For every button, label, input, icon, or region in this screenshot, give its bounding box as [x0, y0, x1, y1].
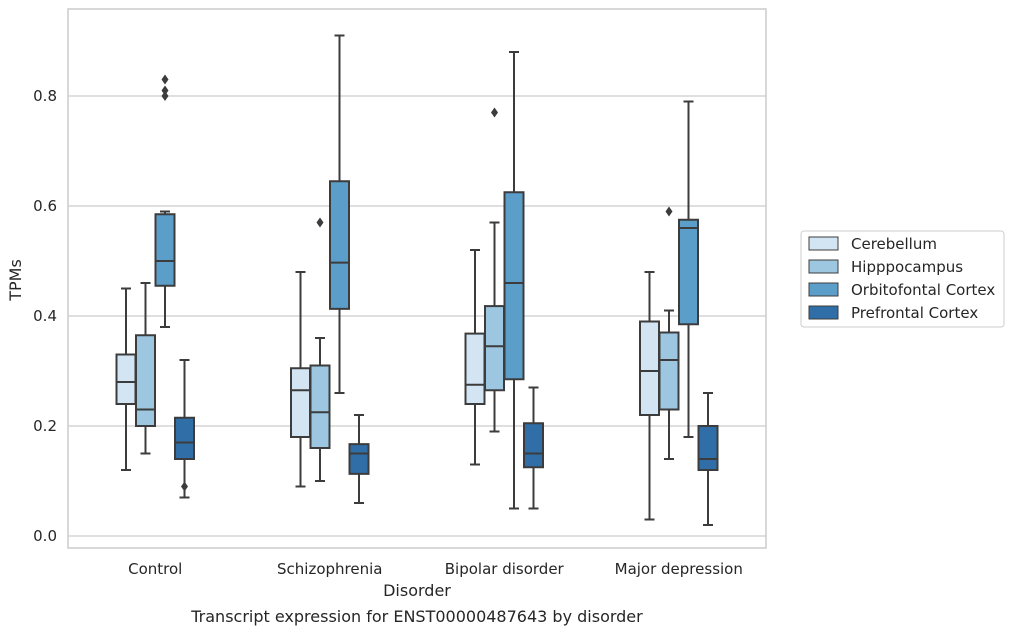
box-3-3 — [699, 393, 718, 525]
y-axis-label: TPMs — [6, 259, 25, 302]
legend-label: Cerebellum — [851, 235, 937, 253]
box-1-0 — [136, 283, 155, 454]
outlier-point — [162, 86, 169, 96]
box-0-2 — [466, 250, 485, 465]
box-iqr — [660, 333, 679, 410]
y-tick-label: 0.8 — [33, 87, 57, 105]
legend-label: Prefrontal Cortex — [851, 304, 978, 322]
box-series — [117, 36, 718, 526]
legend-swatch — [809, 237, 838, 250]
x-tick-label: Control — [128, 560, 182, 578]
y-tick-label: 0.0 — [33, 527, 57, 545]
y-axis-ticks: 0.0 0.2 0.4 0.6 0.8 — [33, 87, 57, 545]
legend-label: Hipppocampus — [851, 258, 963, 276]
outlier-point — [181, 482, 188, 492]
x-axis-label: Disorder — [383, 581, 451, 600]
outlier-point — [666, 207, 673, 217]
legend-swatch — [809, 283, 838, 296]
box-3-2 — [524, 388, 543, 509]
box-iqr — [466, 334, 485, 404]
box-2-1 — [330, 36, 349, 394]
legend-swatch — [809, 306, 838, 319]
outlier-point — [491, 108, 498, 118]
box-2-2 — [505, 52, 524, 509]
box-3-1 — [350, 415, 369, 503]
box-3-0 — [175, 360, 194, 498]
box-iqr — [640, 322, 659, 416]
box-iqr — [117, 355, 136, 405]
x-tick-label: Major depression — [615, 560, 743, 578]
grid-lines — [68, 96, 766, 536]
y-tick-label: 0.2 — [33, 417, 57, 435]
box-iqr — [485, 306, 504, 390]
box-iqr — [156, 214, 175, 286]
x-axis-ticks: Control Schizophrenia Bipolar disorder Majo… — [128, 560, 743, 578]
box-iqr — [699, 426, 718, 470]
box-iqr — [350, 444, 369, 474]
box-iqr — [175, 418, 194, 459]
box-iqr — [291, 368, 310, 437]
chart-caption: Transcript expression for ENST0000048764… — [190, 607, 643, 626]
box-iqr — [505, 192, 524, 379]
box-1-3 — [660, 207, 679, 460]
box-0-1 — [291, 272, 310, 487]
box-1-2 — [485, 108, 504, 432]
y-tick-label: 0.6 — [33, 197, 57, 215]
box-0-3 — [640, 272, 659, 520]
outlier-point — [317, 218, 324, 228]
legend-label: Orbitofontal Cortex — [851, 281, 995, 299]
box-plot-chart: 0.0 0.2 0.4 0.6 0.8 Control Schizophrenia Bipo… — [0, 0, 1014, 634]
box-iqr — [330, 181, 349, 309]
box-1-1 — [311, 218, 330, 482]
box-iqr — [524, 423, 543, 467]
legend-swatch — [809, 260, 838, 273]
box-iqr — [136, 335, 155, 426]
legend: Cerebellum Hipppocampus Orbitofontal Corte… — [801, 231, 1004, 327]
y-tick-label: 0.4 — [33, 307, 57, 325]
outlier-point — [162, 75, 169, 85]
box-2-0 — [156, 75, 175, 328]
box-2-3 — [679, 102, 698, 438]
box-iqr — [679, 220, 698, 325]
box-iqr — [311, 366, 330, 449]
x-tick-label: Schizophrenia — [277, 560, 382, 578]
x-tick-label: Bipolar disorder — [445, 560, 565, 578]
